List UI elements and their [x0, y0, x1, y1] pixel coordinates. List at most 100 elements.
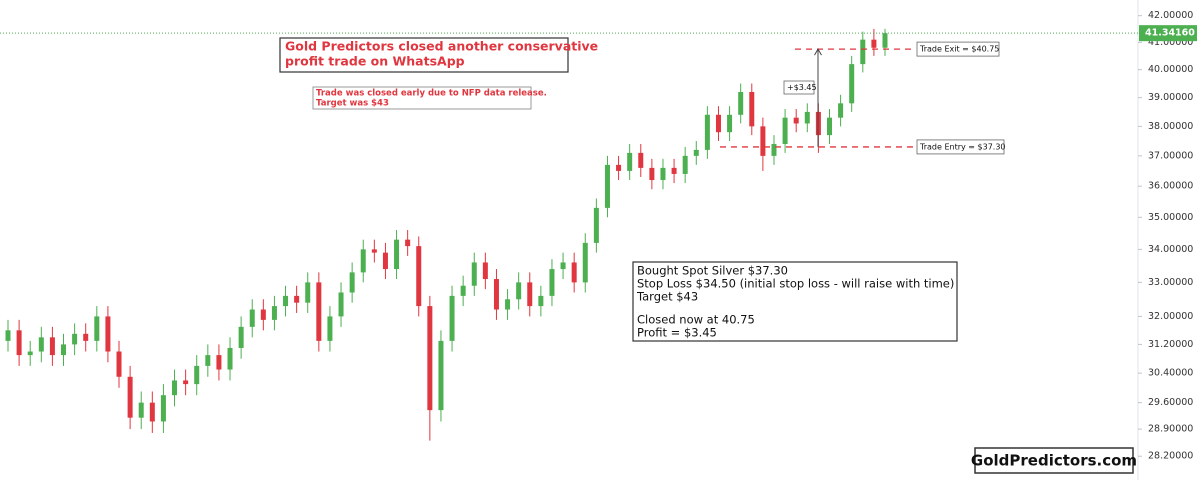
last-price-tag	[1139, 25, 1197, 42]
y-tick-label: 28.90000	[1148, 424, 1193, 435]
candle-body	[194, 365, 200, 385]
candle-body	[294, 295, 300, 303]
y-tick-label: 34.00000	[1148, 244, 1193, 255]
candle-body	[183, 380, 189, 385]
title-line: profit trade on WhatsApp	[285, 54, 465, 69]
candle-body	[860, 39, 866, 65]
candle-body	[116, 351, 122, 377]
candle-body	[227, 347, 233, 370]
candle-body	[826, 117, 832, 136]
candle-body	[283, 295, 289, 307]
candle-body	[427, 306, 433, 411]
candle-body	[882, 33, 888, 48]
candle-body	[371, 249, 377, 253]
candle-body	[416, 246, 422, 307]
candle-body	[704, 114, 710, 150]
candle-body	[849, 64, 855, 104]
candle-body	[527, 282, 533, 307]
info-line: Target $43	[636, 290, 698, 304]
candle-body	[693, 149, 699, 156]
y-tick-label: 31.20000	[1148, 339, 1193, 350]
note-line: Target was $43	[316, 99, 389, 109]
candle-body	[260, 309, 266, 320]
candle-body	[482, 262, 488, 280]
candle-body	[460, 285, 466, 296]
candle-body	[38, 337, 44, 352]
candle-body	[538, 295, 544, 307]
candle-body	[604, 164, 610, 208]
y-tick-label: 37.00000	[1148, 150, 1193, 161]
y-tick-label: 38.00000	[1148, 121, 1193, 132]
gain-label: +$3.45	[787, 83, 817, 92]
candle-body	[738, 91, 744, 115]
candle-body	[327, 316, 333, 341]
candle-body	[216, 355, 222, 370]
candle-body	[94, 316, 100, 341]
candle-body	[61, 344, 67, 356]
level-label: Trade Entry = $37.30	[919, 142, 1006, 151]
candle-body	[771, 143, 777, 156]
candle-body	[804, 111, 810, 124]
candle-body	[394, 239, 400, 270]
candle-body	[471, 262, 477, 286]
watermark: GoldPredictors.com	[971, 452, 1137, 470]
level-label: Trade Exit = $40.75	[919, 45, 999, 54]
candle-body	[682, 155, 688, 174]
level-label-box	[916, 139, 1005, 155]
level-label-box	[916, 41, 1000, 57]
candle-body	[660, 167, 666, 181]
candle-body	[505, 299, 511, 310]
candle-body	[105, 316, 111, 352]
note-box	[312, 86, 532, 110]
candle-body	[349, 272, 355, 293]
candle-body	[27, 351, 33, 356]
candle-body	[360, 249, 366, 273]
last-price-label: 41.34160	[1145, 28, 1195, 39]
watermark-box	[974, 447, 1134, 474]
candle-body	[715, 114, 721, 133]
note-line: Trade was closed early due to NFP data r…	[316, 89, 547, 99]
candle-body	[582, 242, 588, 283]
candle-body	[83, 333, 89, 341]
gain-arrowhead	[814, 48, 822, 56]
candle-body	[172, 380, 178, 396]
candle-body	[249, 309, 255, 327]
candle-body	[16, 330, 22, 356]
candle-body	[671, 167, 677, 174]
info-line: Profit = $3.45	[637, 326, 717, 340]
gain-label-box	[783, 80, 815, 95]
candle-body	[793, 117, 799, 124]
info-line: Stop Loss $34.50 (initial stop loss - wi…	[637, 277, 954, 291]
candle-body	[149, 402, 155, 422]
candle-body	[727, 114, 733, 133]
candle-body	[649, 167, 655, 181]
candle-body	[560, 262, 566, 270]
y-tick-label: 35.00000	[1148, 212, 1193, 223]
y-tick-label: 33.00000	[1148, 277, 1193, 288]
y-tick-label: 30.40000	[1148, 368, 1193, 379]
candle-body	[593, 207, 599, 243]
info-line: Closed now at 40.75	[637, 313, 755, 327]
y-tick-label: 40.00000	[1148, 64, 1193, 75]
candle-body	[871, 39, 877, 48]
candle-body	[838, 103, 844, 118]
candle-body	[638, 152, 644, 168]
candle-body	[316, 282, 322, 341]
candle-body	[449, 295, 455, 341]
title-line: Gold Predictors closed another conservat…	[285, 39, 598, 54]
info-line: Bought Spot Silver $37.30	[637, 264, 788, 278]
candle-body	[749, 91, 755, 127]
candle-body	[405, 239, 411, 247]
candle-body	[760, 126, 766, 156]
candle-body	[72, 333, 78, 345]
y-tick-label: 36.00000	[1148, 181, 1193, 192]
info-box	[632, 261, 958, 342]
candle-body	[571, 262, 577, 283]
candle-body	[160, 395, 166, 422]
candle-body	[549, 269, 555, 296]
y-tick-label: 39.00000	[1148, 92, 1193, 103]
candle-body	[205, 355, 211, 366]
candle-body	[271, 306, 277, 320]
